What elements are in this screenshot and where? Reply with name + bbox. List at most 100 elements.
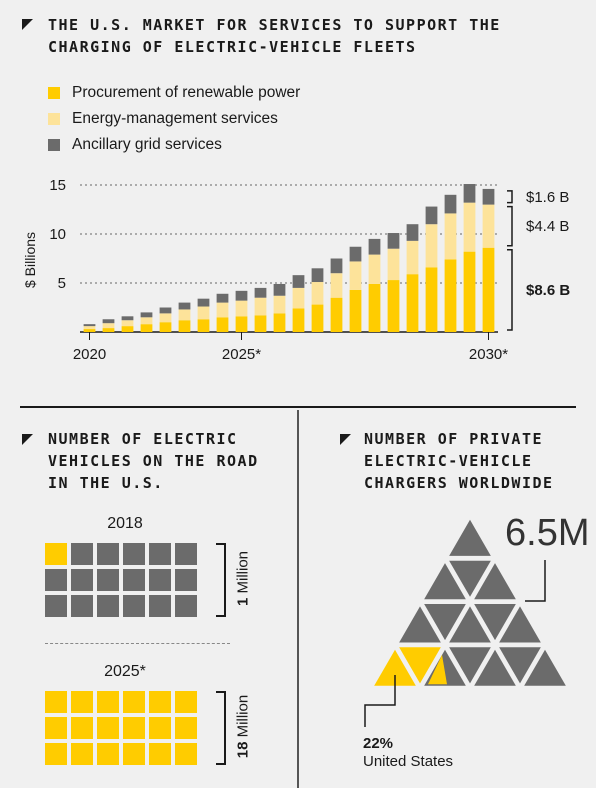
- bar-segment-energy: [406, 240, 419, 275]
- annotation-bracket: [507, 248, 513, 331]
- waffle-cell: [175, 717, 197, 739]
- bar-segment-renewable: [330, 297, 343, 332]
- waffle-cell: [71, 543, 93, 565]
- ev-heading-arrow-icon: [22, 434, 33, 445]
- bar-segment-renewable: [197, 319, 210, 332]
- bar-segment-renewable: [83, 329, 96, 332]
- legend-swatch-grid: [48, 139, 60, 151]
- y-tick-label: 5: [58, 275, 66, 292]
- y-axis-label: $ Billions: [22, 232, 38, 288]
- y-tick-label: 10: [49, 226, 66, 243]
- bar-segment-grid: [425, 206, 438, 225]
- bar-segment-energy: [159, 313, 172, 323]
- bar-segment-grid: [273, 283, 286, 296]
- legend-label-renewable: Procurement of renewable power: [72, 84, 301, 101]
- legend-item-grid: Ancillary grid services: [48, 132, 300, 158]
- bar-segment-grid: [349, 246, 362, 262]
- waffle-cell: [123, 595, 145, 617]
- waffle-cell: [45, 743, 67, 765]
- waffle-cell: [149, 691, 171, 713]
- waffle-cell: [175, 595, 197, 617]
- bar-segment-energy: [121, 320, 134, 327]
- bar-segment-renewable: [121, 326, 134, 332]
- triangle-us: [399, 647, 441, 684]
- waffle-cell: [45, 595, 67, 617]
- legend-label-energy: Energy-management services: [72, 110, 278, 127]
- waffle-cell: [123, 543, 145, 565]
- heading-arrow-icon: [22, 19, 33, 30]
- waffle-cell: [97, 569, 119, 591]
- waffle-cell: [149, 743, 171, 765]
- bar-segment-energy: [311, 282, 324, 305]
- annotation-label: $4.4 B: [526, 218, 569, 235]
- bar-segment-energy: [444, 213, 457, 260]
- bar-segment-grid: [83, 324, 96, 327]
- triangle: [474, 649, 516, 686]
- triangle: [499, 647, 541, 684]
- x-tick-label: 2030*: [469, 346, 508, 363]
- waffle-cell: [149, 717, 171, 739]
- waffle-cell: [97, 743, 119, 765]
- triangle: [449, 647, 491, 684]
- label-2025: 2025*: [104, 663, 146, 680]
- bar-segment-grid: [102, 319, 115, 324]
- waffle-cell: [123, 717, 145, 739]
- bar-segment-grid: [121, 316, 134, 321]
- bar-segment-grid: [463, 184, 476, 203]
- annotation-label: $1.6 B: [526, 189, 569, 206]
- chargers-total: 6.5M: [505, 512, 590, 554]
- bar-segment-renewable: [178, 320, 191, 332]
- share-leader-line: [364, 675, 396, 727]
- waffle-cell: [45, 543, 67, 565]
- bar-segment-energy: [83, 326, 96, 330]
- legend-item-renewable: Procurement of renewable power: [48, 80, 300, 106]
- x-tick-label: 2025*: [222, 346, 261, 363]
- bar-segment-renewable: [482, 247, 495, 332]
- bar-segment-renewable: [311, 304, 324, 332]
- bar-segment-grid: [368, 238, 381, 255]
- bar-segment-renewable: [349, 289, 362, 332]
- bar-segment-renewable: [273, 313, 286, 332]
- waffle-cell: [45, 569, 67, 591]
- legend-swatch-energy: [48, 113, 60, 125]
- column-divider: [297, 410, 299, 788]
- waffle-cell: [71, 743, 93, 765]
- bar-segment-energy: [197, 306, 210, 320]
- waffle-cell: [149, 543, 171, 565]
- bar-segment-renewable: [102, 328, 115, 332]
- triangle: [524, 649, 566, 686]
- waffle-cell: [149, 569, 171, 591]
- bar-segment-renewable: [216, 317, 229, 332]
- waffle-cell: [71, 569, 93, 591]
- bar-segment-energy: [254, 297, 267, 316]
- chart-legend: Procurement of renewable power Energy-ma…: [48, 80, 300, 158]
- waffle-cell: [175, 743, 197, 765]
- bar-segment-energy: [425, 224, 438, 268]
- waffle-cell: [175, 543, 197, 565]
- bar-segment-renewable: [387, 280, 400, 332]
- chargers-title: NUMBER OF PRIVATE ELECTRIC-VEHICLE CHARG…: [364, 430, 554, 492]
- waffle-cell: [97, 595, 119, 617]
- bar-segment-energy: [330, 273, 343, 298]
- value-2025: 18 Million: [235, 684, 252, 770]
- bar-segment-grid: [311, 268, 324, 283]
- triangle: [449, 606, 491, 643]
- bar-segment-grid: [254, 287, 267, 298]
- label-2018: 2018: [107, 515, 143, 532]
- bar-segment-energy: [273, 295, 286, 314]
- bracket-2018: [216, 543, 226, 617]
- triangle-us: [374, 649, 416, 686]
- value-2018-number: 1: [234, 597, 252, 607]
- waffle-cell: [45, 717, 67, 739]
- bar-segment-grid: [159, 307, 172, 314]
- us-share-percent: 22%: [363, 735, 394, 752]
- total-leader-line: [525, 560, 546, 602]
- triangle: [474, 563, 516, 600]
- waffle-cell: [149, 595, 171, 617]
- waffle-separator: [45, 643, 230, 644]
- value-2025-unit: Million: [234, 694, 252, 738]
- bar-segment-renewable: [159, 322, 172, 332]
- bar-segment-grid: [292, 275, 305, 288]
- us-share-label: United States: [363, 753, 454, 770]
- waffle-cell: [71, 717, 93, 739]
